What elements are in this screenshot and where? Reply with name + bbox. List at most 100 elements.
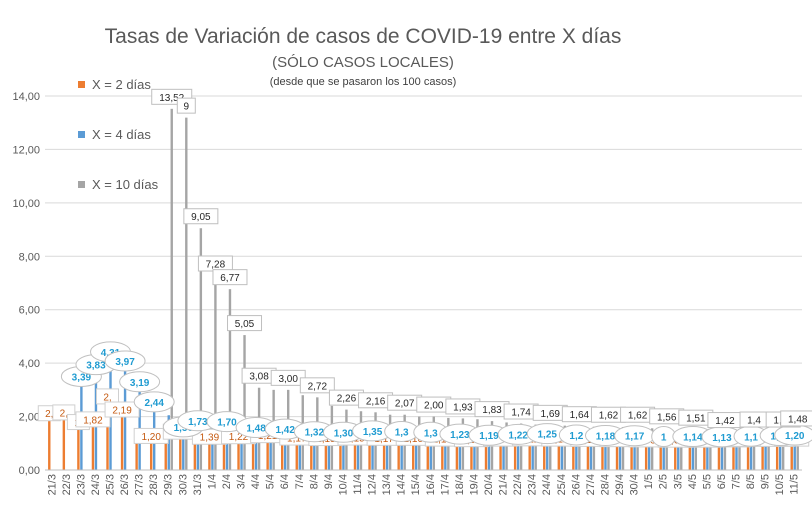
x-tick-label: 7/5 xyxy=(730,474,742,489)
data-label: 2,44 xyxy=(144,398,164,409)
data-label: 1,13 xyxy=(712,433,732,444)
bar-x2-7 xyxy=(149,437,153,470)
data-label: 1,62 xyxy=(628,411,648,422)
bar-x4-31 xyxy=(502,437,505,470)
bar-x2-22 xyxy=(368,438,371,470)
data-label: 3,19 xyxy=(130,378,150,389)
x-tick-label: 23/4 xyxy=(527,474,539,495)
x-axis-ticks: 21/3 22/3 23/3 24/3 25/3 26/3 27/3 28/3 29/3 30/3… xyxy=(46,474,800,495)
bar-x10-37 xyxy=(592,426,596,470)
data-label: 1,16 xyxy=(403,434,423,445)
legend-swatch xyxy=(78,81,85,88)
bar-x2-39 xyxy=(615,441,619,470)
bar-x2-38 xyxy=(601,441,604,470)
chart-subtitle: (SÓLO CASOS LOCALES) xyxy=(272,54,454,71)
bar-x2-36 xyxy=(572,440,575,470)
y-tick-label: 8,00 xyxy=(19,251,40,263)
x-tick-label: 27/3 xyxy=(134,474,146,495)
x-tick-label: 9/4 xyxy=(323,474,335,489)
x-tick-label: 11/5 xyxy=(789,474,801,495)
bar-x2-12 xyxy=(222,437,226,470)
data-label: 1,30 xyxy=(334,428,354,439)
data-label: 1,2 xyxy=(569,431,583,442)
bar-x4-14 xyxy=(254,430,258,470)
y-tick-label: 2,00 xyxy=(19,412,40,424)
x-tick-label: 8/4 xyxy=(308,474,320,489)
data-label-box xyxy=(299,377,335,394)
x-tick-label: 19/4 xyxy=(468,474,480,495)
data-label-box xyxy=(780,410,812,427)
bar-x2-16 xyxy=(281,438,284,470)
data-label: 2, xyxy=(45,409,53,420)
bar-x4-38 xyxy=(604,438,607,470)
bar-x2-9 xyxy=(179,433,182,470)
bar-x10-46 xyxy=(723,432,727,470)
bar-x4-49 xyxy=(764,438,767,470)
data-label-box xyxy=(104,401,140,418)
data-label: 9,05 xyxy=(191,212,211,223)
chart-note: (desde que se pasaron los 100 casos) xyxy=(270,76,457,88)
data-label-box xyxy=(75,411,111,428)
x-tick-label: 20/4 xyxy=(483,474,495,495)
bar-x4-24 xyxy=(400,434,403,470)
data-label: 3,83 xyxy=(86,361,106,372)
bar-x4-33 xyxy=(531,436,534,470)
bar-x10-45 xyxy=(709,431,712,470)
data-label: 2,19 xyxy=(112,405,132,416)
data-label: 1,22 xyxy=(229,432,249,443)
x-tick-label: 3/5 xyxy=(672,474,684,489)
bar-x4-16 xyxy=(284,432,287,470)
bar-x2-46 xyxy=(717,441,721,470)
data-label-box xyxy=(176,97,196,114)
x-tick-label: 12/4 xyxy=(367,474,379,495)
x-tick-label: 17/4 xyxy=(439,474,451,495)
x-tick-label: 11/4 xyxy=(352,474,364,495)
bar-x2-15 xyxy=(266,437,269,470)
legend-label: X = 4 días xyxy=(92,127,151,142)
x-tick-label: 30/4 xyxy=(629,474,641,495)
y-tick-label: 6,00 xyxy=(19,305,40,317)
bar-x2-24 xyxy=(397,439,400,470)
x-tick-label: 13/4 xyxy=(381,474,393,495)
bar-x10-11 xyxy=(214,275,217,470)
bar-x2-4 xyxy=(106,398,109,470)
data-label: 1,22 xyxy=(508,430,528,441)
x-tick-label: 30/3 xyxy=(177,474,189,495)
data-label: 1,42 xyxy=(715,416,735,427)
bar-x4-15 xyxy=(269,431,272,470)
bar-x2-21 xyxy=(353,439,357,470)
bar-x10-10 xyxy=(199,228,203,470)
data-label: 1,4 xyxy=(747,416,761,427)
data-label: 1,17 xyxy=(625,432,645,443)
x-tick-label: 4/5 xyxy=(687,474,699,489)
bar-x10-12 xyxy=(228,289,232,470)
data-label: 6,77 xyxy=(220,273,240,284)
bar-x2-25 xyxy=(412,439,415,470)
bar-x4-39 xyxy=(618,438,622,470)
x-tick-label: 26/3 xyxy=(119,474,131,495)
data-label: 1,20 xyxy=(141,432,161,443)
bar-x10-32 xyxy=(519,423,523,470)
data-label: 1,21 xyxy=(258,431,278,442)
bar-x2-18 xyxy=(310,439,313,470)
bar-x2-47 xyxy=(732,441,735,470)
bar-x4-25 xyxy=(415,435,418,470)
bar-x4-41 xyxy=(647,439,651,470)
bar-x10-50 xyxy=(781,431,785,470)
data-label-bubble xyxy=(119,371,161,393)
bar-x4-19 xyxy=(327,435,331,470)
data-label: 1,17 xyxy=(287,434,307,445)
data-label: 1,93 xyxy=(453,402,473,413)
bar-x10-41 xyxy=(650,428,654,470)
bar-x4-29 xyxy=(473,437,476,470)
bar-x10-44 xyxy=(694,429,698,470)
bar-x4-26 xyxy=(429,435,432,470)
bar-x2-6 xyxy=(135,436,138,470)
x-tick-label: 10/5 xyxy=(774,474,786,495)
bar-x4-36 xyxy=(575,437,578,470)
chart-title: Tasas de Variación de casos de COVID-19 … xyxy=(105,25,622,48)
bar-x10-33 xyxy=(534,424,537,470)
data-label: 3,08 xyxy=(249,372,269,383)
bar-x2-13 xyxy=(237,438,240,470)
